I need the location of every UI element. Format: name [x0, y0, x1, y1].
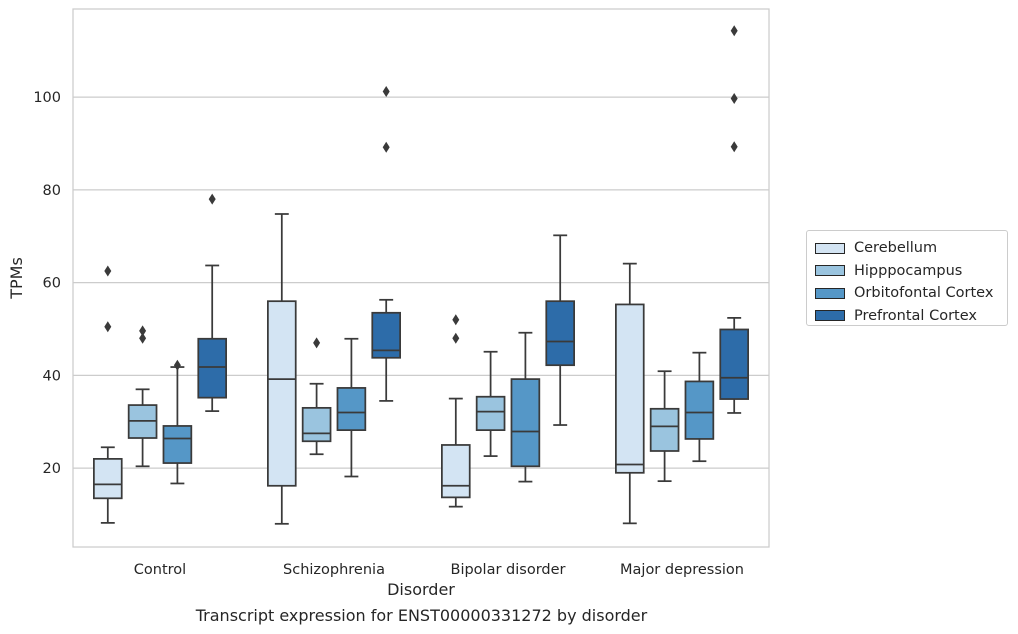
box-hipppocampus-3 — [649, 370, 680, 483]
x-tick-label: Bipolar disorder — [451, 562, 566, 578]
legend-item-cerebellum: Cerebellum — [815, 237, 999, 260]
outlier-point — [730, 25, 738, 37]
box-iqr — [197, 337, 227, 399]
legend-swatch-cerebellum — [815, 242, 845, 254]
box-hipppocampus-2 — [475, 350, 506, 457]
box-cerebellum-2 — [441, 314, 471, 508]
box-groups — [93, 25, 749, 525]
y-tick-label: 100 — [33, 90, 61, 106]
outlier-point — [139, 332, 147, 344]
outlier-point — [730, 141, 738, 153]
outlier-point — [730, 93, 738, 105]
legend-swatch-hippocampus — [815, 265, 845, 277]
figure-caption: Transcript expression for ENST0000033127… — [195, 606, 648, 625]
box-iqr — [510, 378, 541, 468]
box-orbitofontal-cortex-0 — [162, 359, 193, 485]
box-iqr — [615, 303, 645, 474]
box-iqr — [649, 407, 680, 452]
box-cerebellum-1 — [267, 213, 297, 525]
x-tick-label: Schizophrenia — [283, 562, 385, 578]
box-iqr — [336, 387, 367, 431]
outlier-point — [139, 325, 147, 337]
outlier-point — [452, 332, 460, 344]
box-orbitofontal-cortex-1 — [336, 337, 367, 478]
box-prefrontal-cortex-0 — [197, 193, 227, 412]
gridlines — [73, 96, 769, 469]
outlier-point — [104, 265, 112, 277]
box-orbitofontal-cortex-3 — [684, 351, 715, 463]
x-tick-label: Major depression — [620, 562, 744, 578]
box-cerebellum-0 — [93, 265, 123, 524]
plot-frame — [72, 8, 770, 548]
box-orbitofontal-cortex-2 — [510, 331, 541, 483]
box-iqr — [93, 458, 123, 500]
box-iqr — [475, 395, 506, 431]
outlier-point — [173, 359, 181, 371]
x-tick-labels: Control Schizophrenia Bipolar disorder Majo… — [134, 562, 744, 578]
outlier-point — [104, 321, 112, 333]
legend-item-orbitofrontal-cortex: Orbitofontal Cortex — [815, 282, 999, 305]
legend-label-prefrontal-cortex: Prefrontal Cortex — [854, 307, 977, 324]
legend-label-cerebellum: Cerebellum — [854, 240, 938, 257]
box-hipppocampus-1 — [301, 337, 332, 456]
box-prefrontal-cortex-1 — [371, 86, 401, 402]
y-tick-label: 40 — [43, 368, 61, 384]
box-cerebellum-3 — [615, 262, 645, 525]
x-axis-label: Disorder — [387, 580, 455, 599]
box-iqr — [545, 300, 575, 367]
box-iqr — [441, 444, 471, 499]
legend-item-hippocampus: Hipppocampus — [815, 260, 999, 283]
box-iqr — [267, 300, 297, 487]
legend-item-prefrontal-cortex: Prefrontal Cortex — [815, 305, 999, 328]
box-prefrontal-cortex-3 — [719, 25, 749, 414]
outlier-point — [452, 314, 460, 326]
box-iqr — [162, 425, 193, 464]
outlier-point — [208, 193, 216, 205]
legend: Cerebellum Hipppocampus Orbitofontal Cor… — [806, 230, 1008, 326]
y-tick-label: 20 — [43, 461, 61, 477]
x-tick-label: Control — [134, 562, 186, 578]
legend-swatch-orbitofrontal-cortex — [815, 287, 845, 299]
box-prefrontal-cortex-2 — [545, 234, 575, 426]
legend-swatch-prefrontal-cortex — [815, 310, 845, 322]
outlier-point — [382, 141, 390, 153]
outlier-point — [313, 337, 321, 349]
legend-label-orbitofrontal-cortex: Orbitofontal Cortex — [854, 285, 994, 302]
box-iqr — [719, 328, 749, 400]
box-iqr — [301, 406, 332, 443]
box-hipppocampus-0 — [127, 325, 158, 468]
y-tick-label: 60 — [43, 276, 61, 292]
outlier-point — [382, 86, 390, 98]
y-tick-labels: 20 40 60 80 100 — [33, 90, 61, 477]
y-axis-label: TPMs — [7, 257, 26, 300]
box-iqr — [684, 380, 715, 440]
y-tick-label: 80 — [43, 183, 61, 199]
legend-label-hippocampus: Hipppocampus — [854, 262, 963, 279]
